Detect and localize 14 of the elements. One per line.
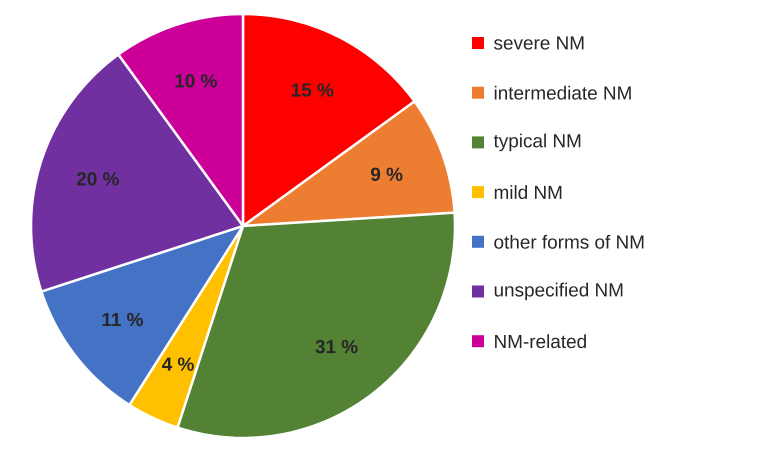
data-label: 9 %: [370, 168, 402, 181]
legend-label: mild NM: [494, 185, 562, 200]
legend-label: severe NM: [494, 36, 584, 50]
data-label: 10 %: [175, 74, 217, 88]
data-label: 15 %: [292, 83, 334, 97]
legend-label: other forms of NM: [494, 234, 644, 249]
data-label: 20 %: [76, 172, 119, 186]
legend-label: NM-related: [495, 334, 586, 348]
legend-label: typical NM: [494, 134, 580, 152]
data-label: 31 %: [315, 340, 358, 354]
data-label: 11 %: [102, 312, 143, 326]
legend-label: unspecified NM: [494, 282, 622, 300]
legend-label: intermediate NM: [494, 86, 631, 100]
data-label: 4 %: [162, 357, 194, 371]
